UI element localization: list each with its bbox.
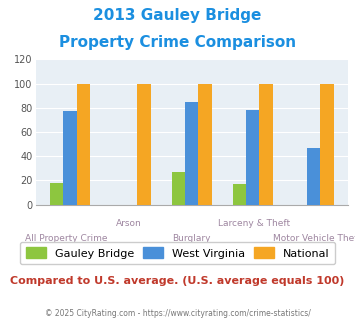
Bar — [171, 172, 185, 205]
Text: Larceny & Theft: Larceny & Theft — [218, 219, 290, 228]
Text: © 2025 CityRating.com - https://www.cityrating.com/crime-statistics/: © 2025 CityRating.com - https://www.city… — [45, 309, 310, 317]
Bar — [63, 112, 77, 205]
Bar — [50, 183, 63, 205]
Bar — [233, 184, 246, 205]
Bar — [185, 102, 198, 205]
Text: Compared to U.S. average. (U.S. average equals 100): Compared to U.S. average. (U.S. average … — [10, 276, 345, 285]
Bar — [320, 83, 334, 205]
Text: All Property Crime: All Property Crime — [26, 234, 108, 243]
Text: Motor Vehicle Theft: Motor Vehicle Theft — [273, 234, 355, 243]
Bar — [77, 83, 90, 205]
Text: 2013 Gauley Bridge: 2013 Gauley Bridge — [93, 8, 262, 23]
Legend: Gauley Bridge, West Virginia, National: Gauley Bridge, West Virginia, National — [20, 242, 335, 264]
Bar — [307, 148, 320, 205]
Text: Property Crime Comparison: Property Crime Comparison — [59, 35, 296, 50]
Bar — [137, 83, 151, 205]
Bar — [260, 83, 273, 205]
Text: Arson: Arson — [116, 219, 142, 228]
Bar — [246, 110, 260, 205]
Bar — [198, 83, 212, 205]
Text: Burglary: Burglary — [173, 234, 211, 243]
